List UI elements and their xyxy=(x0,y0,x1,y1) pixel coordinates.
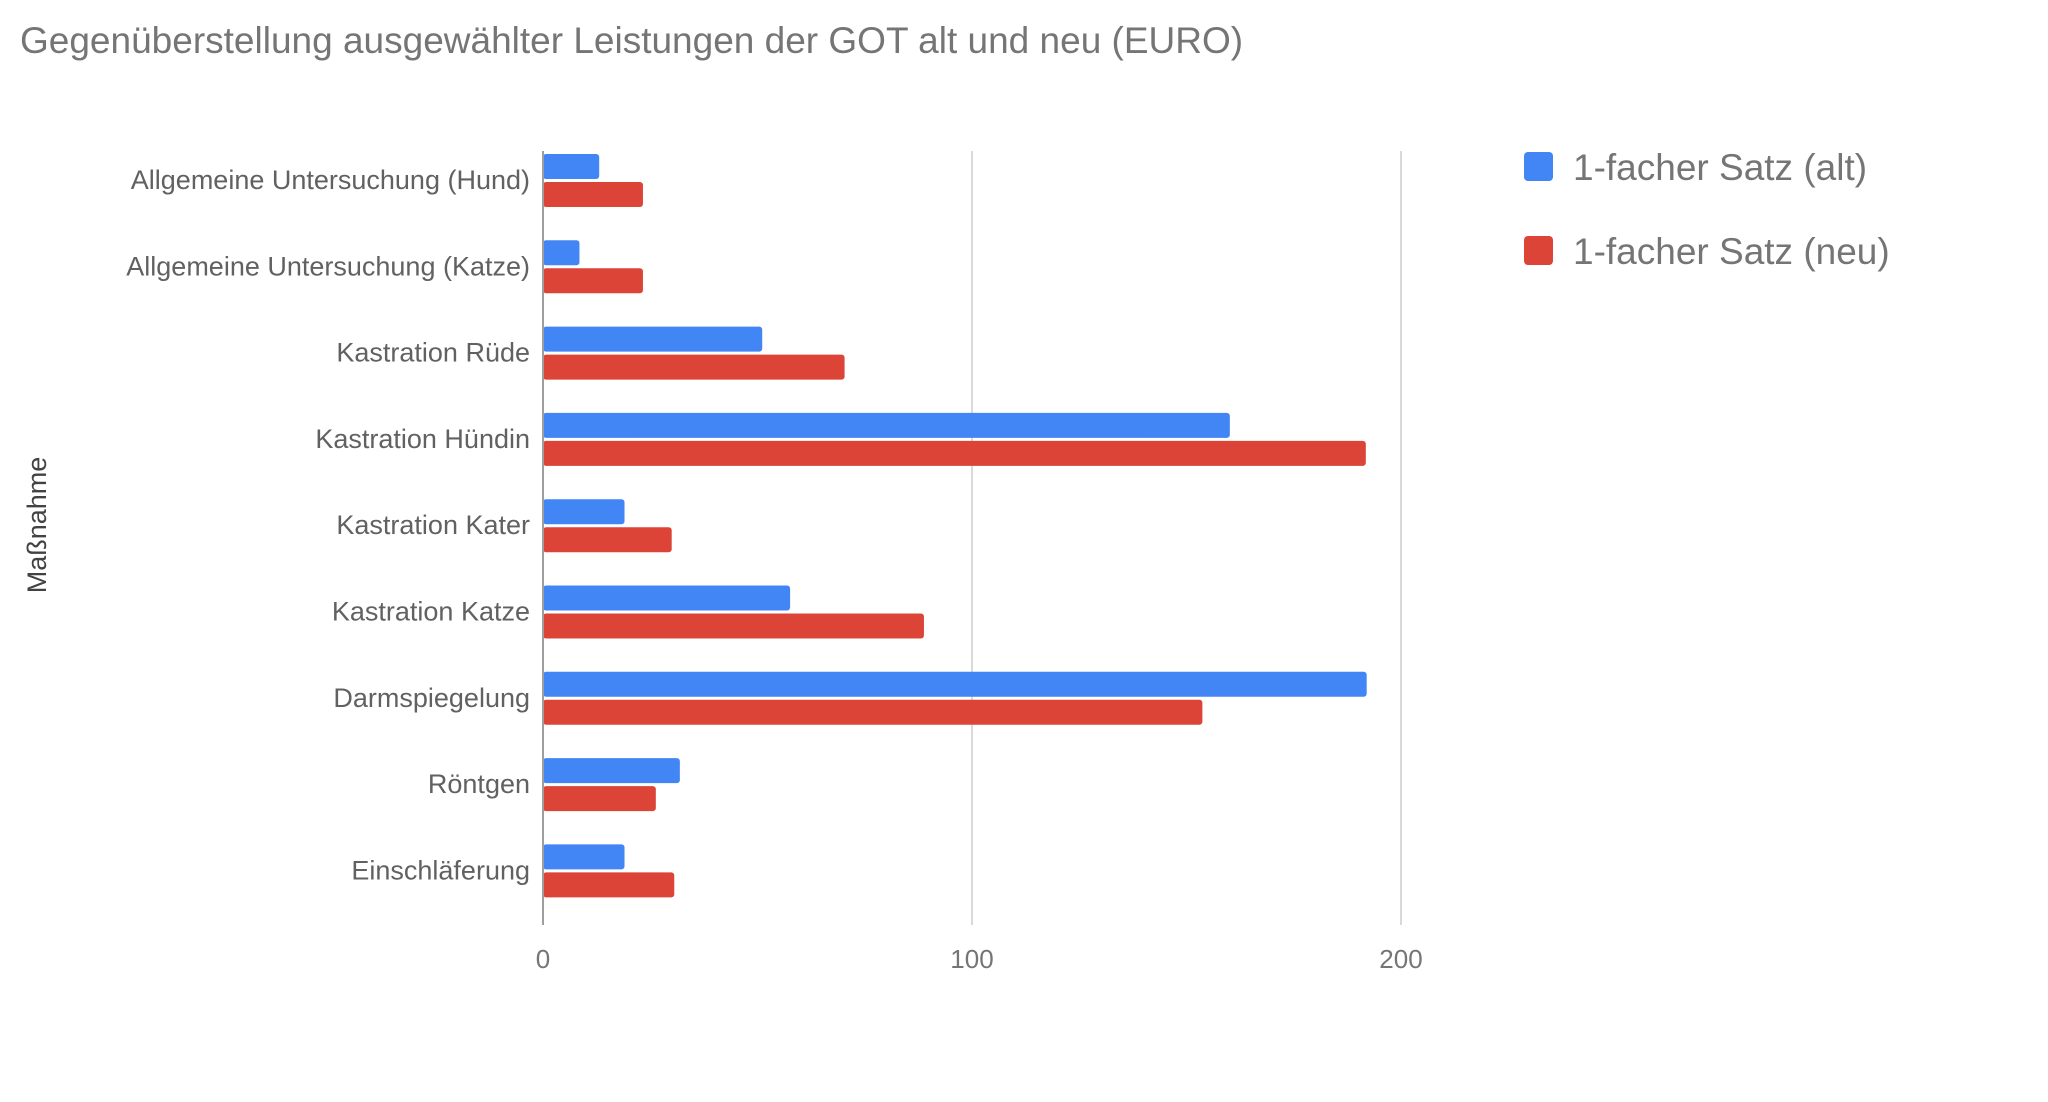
legend-label: 1-facher Satz (neu) xyxy=(1573,231,1890,272)
bar-alt xyxy=(543,154,600,179)
category-label: Kastration Kater xyxy=(336,510,530,540)
legend-label: 1-facher Satz (alt) xyxy=(1573,147,1867,188)
bar-neu xyxy=(543,440,1366,466)
bar-alt xyxy=(543,240,580,266)
x-tick-label: 100 xyxy=(950,944,993,974)
bar-neu xyxy=(543,786,656,812)
category-label: Röntgen xyxy=(428,769,530,799)
category-label: Einschläferung xyxy=(351,855,530,885)
bar-alt xyxy=(543,585,791,611)
bar-alt xyxy=(543,758,680,784)
category-label: Darmspiegelung xyxy=(333,683,530,713)
category-label: Kastration Rüde xyxy=(336,338,530,368)
bar-alt xyxy=(543,499,625,525)
category-label: Allgemeine Untersuchung (Katze) xyxy=(126,251,530,281)
bar-neu xyxy=(543,268,643,294)
bar-neu xyxy=(543,872,675,898)
legend-swatch xyxy=(1524,236,1553,265)
bar-neu xyxy=(543,613,924,639)
x-tick-label: 200 xyxy=(1379,944,1422,974)
category-label: Kastration Katze xyxy=(332,597,530,627)
bar-alt xyxy=(543,844,625,870)
chart-title: Gegenüberstellung ausgewählter Leistunge… xyxy=(20,20,1244,61)
bar-neu xyxy=(543,699,1203,725)
bar-alt xyxy=(543,671,1367,697)
legend-swatch xyxy=(1524,152,1553,181)
y-axis-title: Maßnahme xyxy=(22,457,52,594)
bar-neu xyxy=(543,527,672,553)
bar-alt xyxy=(543,412,1230,438)
x-tick-label: 0 xyxy=(536,944,550,974)
bar-alt xyxy=(543,326,763,352)
bar-neu xyxy=(543,354,845,380)
category-label: Kastration Hündin xyxy=(315,424,530,454)
category-label: Allgemeine Untersuchung (Hund) xyxy=(131,165,530,195)
bar-neu xyxy=(543,182,643,207)
